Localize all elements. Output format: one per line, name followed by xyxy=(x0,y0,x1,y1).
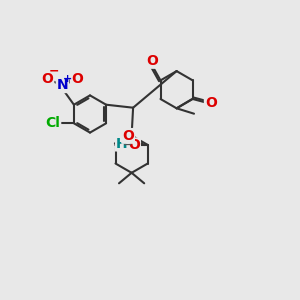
Text: O: O xyxy=(129,138,140,152)
Text: +: + xyxy=(63,74,73,84)
Text: O: O xyxy=(205,96,217,110)
Text: −: − xyxy=(123,140,133,150)
Text: O: O xyxy=(122,129,134,143)
Text: H: H xyxy=(116,137,127,151)
Text: O: O xyxy=(146,54,158,68)
Text: Cl: Cl xyxy=(46,116,60,130)
Text: N: N xyxy=(57,78,68,92)
Text: −: − xyxy=(49,65,59,78)
Text: O: O xyxy=(42,72,53,86)
Text: O: O xyxy=(71,72,83,86)
